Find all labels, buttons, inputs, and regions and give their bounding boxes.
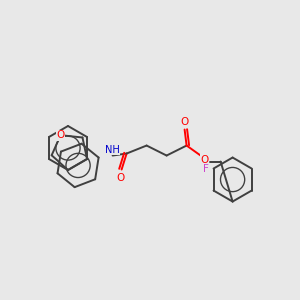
Text: O: O [56,130,65,140]
Text: NH: NH [105,145,119,154]
Text: O: O [116,172,125,182]
Text: O: O [181,116,189,127]
Text: O: O [200,154,209,164]
Text: F: F [202,164,208,173]
